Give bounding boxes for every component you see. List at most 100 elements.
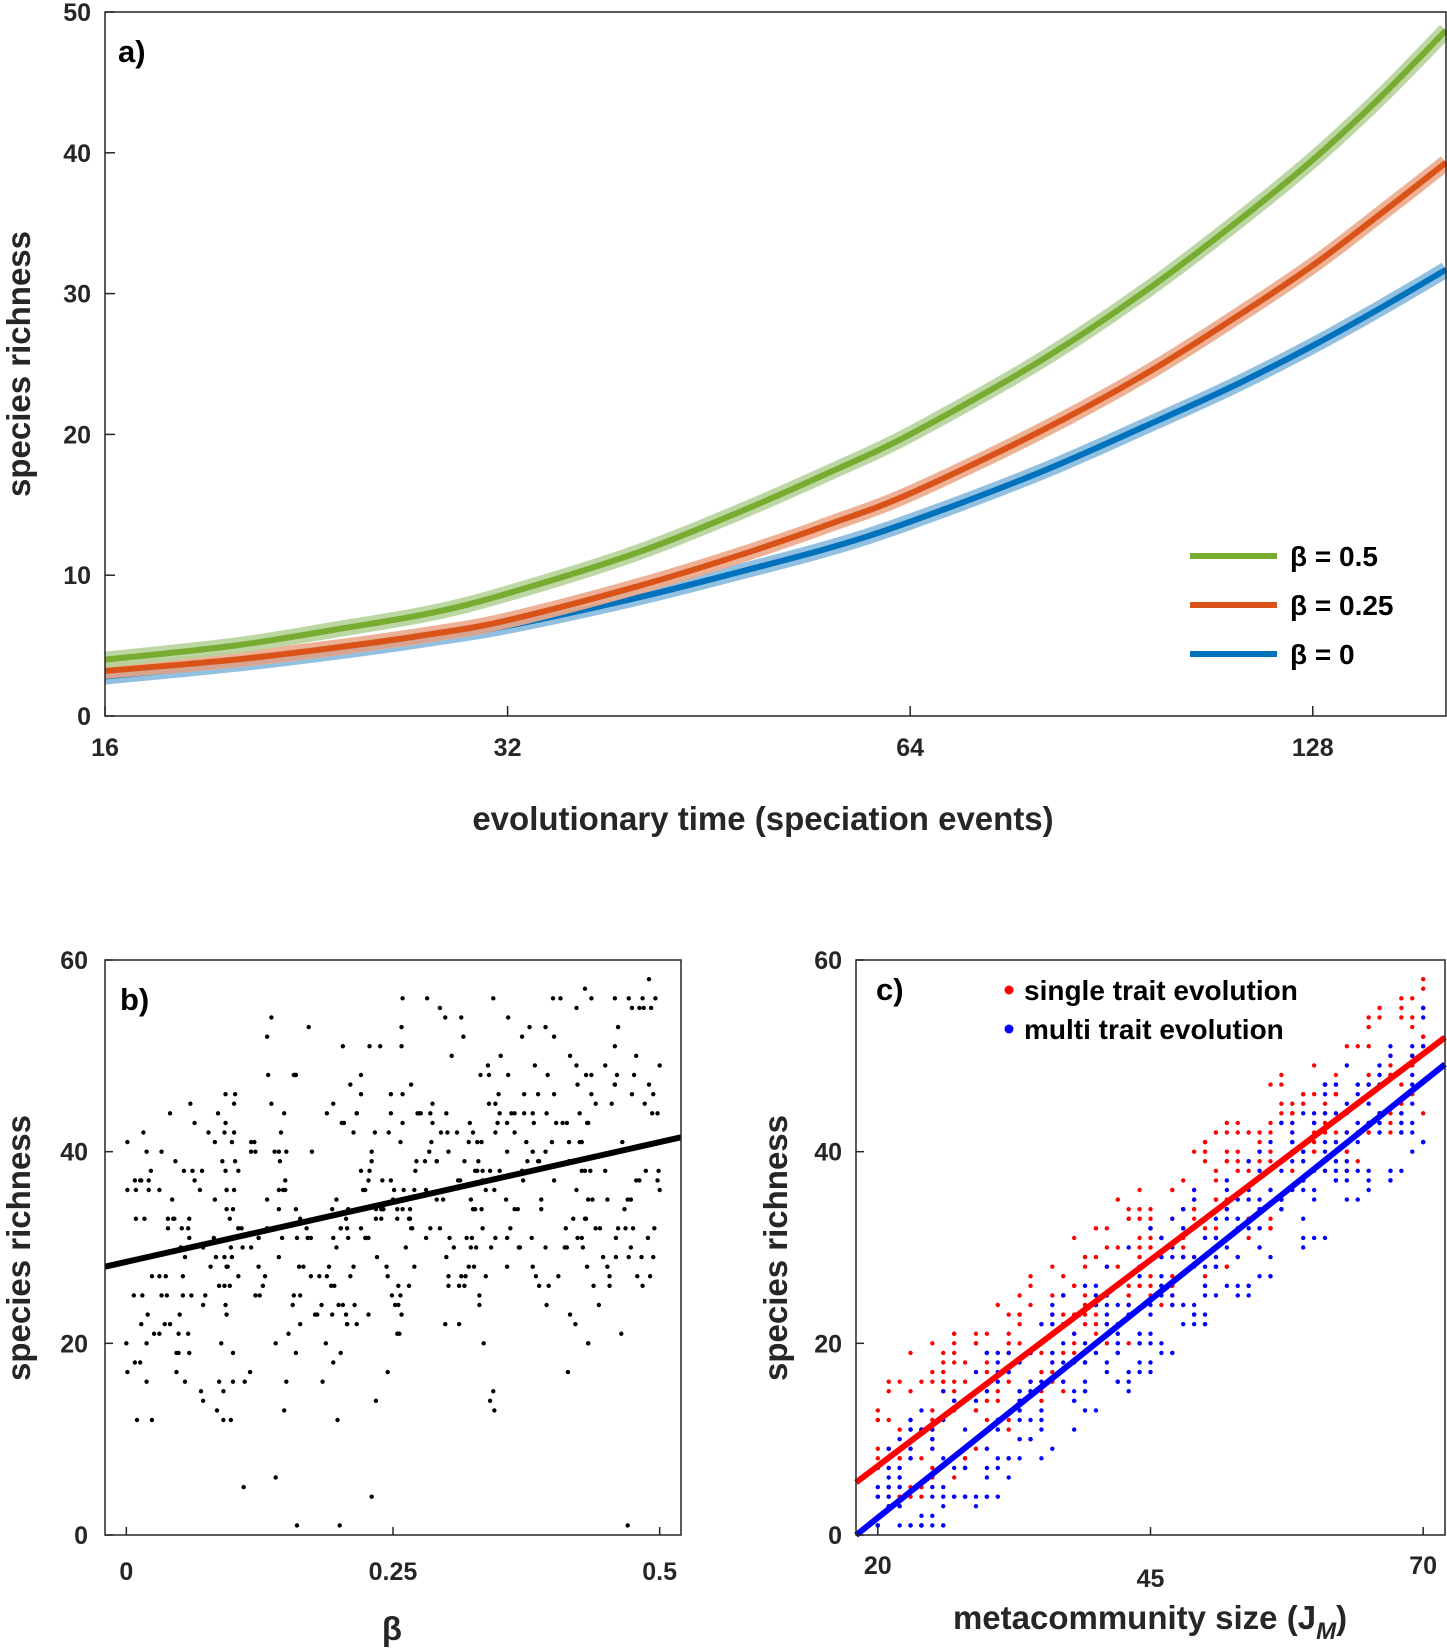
panel-c-single-trait-point bbox=[1191, 1149, 1197, 1154]
panel-c-multi-trait-point bbox=[919, 1408, 924, 1413]
panel-c-multi-trait-point bbox=[1420, 1044, 1426, 1049]
panel-b-data-point bbox=[543, 1024, 548, 1030]
panel-b-data-point bbox=[174, 1369, 179, 1375]
panel-c-multi-trait-point bbox=[1322, 1139, 1328, 1145]
panel-b-data-point bbox=[228, 1417, 234, 1423]
panel-b-data-point bbox=[330, 1206, 335, 1212]
panel-c-multi-trait-point bbox=[908, 1523, 913, 1528]
panel-b-data-point bbox=[366, 1312, 371, 1317]
panel-c-multi-trait-point bbox=[1366, 1178, 1371, 1183]
panel-c-single-trait-point bbox=[995, 1302, 1000, 1308]
panel-b-data-point bbox=[543, 1245, 548, 1250]
panel-c-multi-trait-point bbox=[1279, 1206, 1284, 1212]
panel-c-multi-trait-point bbox=[1311, 1120, 1317, 1126]
panel-b-data-point bbox=[197, 1187, 203, 1193]
panel-b-data-point bbox=[296, 1264, 302, 1269]
panel-c-multi-trait-point bbox=[941, 1389, 946, 1394]
panel-b-data-point bbox=[232, 1091, 238, 1097]
panel-b-data-point bbox=[456, 1283, 462, 1289]
panel-b-data-point bbox=[241, 1484, 246, 1490]
panel-c-x-tick-label: 70 bbox=[1409, 1552, 1437, 1580]
panel-c-multi-trait-point bbox=[995, 1350, 1000, 1356]
panel-b-data-point bbox=[588, 1168, 593, 1174]
panel-c-multi-trait-point bbox=[1213, 1264, 1219, 1269]
panel-b-data-point bbox=[253, 1149, 258, 1154]
panel-b-data-point bbox=[180, 1274, 186, 1279]
panel-c-single-trait-point bbox=[973, 1341, 979, 1346]
panel-c-multi-trait-point bbox=[1050, 1446, 1055, 1451]
panel-b-data-point bbox=[634, 1178, 639, 1183]
panel-c-single-trait-point bbox=[1126, 1293, 1131, 1298]
panel-b-data-point bbox=[373, 1216, 379, 1221]
panel-b-data-point bbox=[284, 1149, 289, 1154]
panel-b-data-point bbox=[146, 1187, 151, 1193]
panel-c-single-trait-point bbox=[1159, 1302, 1164, 1308]
panel-b-y-tick-label: 0 bbox=[74, 1522, 88, 1550]
panel-b-fit-line bbox=[104, 1134, 682, 1270]
panel-c-multi-trait-point bbox=[995, 1465, 1000, 1471]
panel-c-single-trait-point bbox=[1311, 1139, 1317, 1145]
panel-c-single-trait-point bbox=[930, 1369, 935, 1375]
panel-c-single-trait-point bbox=[908, 1389, 913, 1394]
panel-c-multi-trait-point bbox=[875, 1494, 881, 1499]
panel-c-single-trait-point bbox=[875, 1456, 881, 1461]
panel-c-multi-trait-point bbox=[886, 1494, 891, 1499]
panel-b-data-point bbox=[216, 1379, 222, 1384]
panel-b-data-point bbox=[269, 1015, 274, 1020]
panel-c-multi-trait-point bbox=[930, 1494, 935, 1499]
panel-b-data-point bbox=[279, 1235, 285, 1241]
panel-b-data-point bbox=[187, 1216, 192, 1221]
panel-c-single-trait-point bbox=[930, 1465, 935, 1471]
panel-b-data-point bbox=[629, 1091, 635, 1097]
panel-b-data-point bbox=[151, 1331, 157, 1336]
panel-c-single-trait-point bbox=[1322, 1101, 1328, 1106]
panel-b-data-point bbox=[563, 1226, 568, 1231]
panel-c-multi-trait-point bbox=[1050, 1350, 1055, 1356]
panel-c-multi-trait-point bbox=[1224, 1178, 1230, 1183]
panel-b-data-point bbox=[239, 1226, 244, 1231]
panel-c-single-trait-point bbox=[1235, 1159, 1240, 1164]
panel-b-data-point bbox=[532, 1063, 538, 1068]
panel-c-x-axis-label-close: ) bbox=[1336, 1599, 1347, 1636]
panel-b-data-point bbox=[146, 1178, 151, 1183]
panel-b-data-point bbox=[227, 1216, 232, 1221]
panel-b-data-point bbox=[256, 1264, 261, 1269]
panel-b-data-point bbox=[504, 1120, 510, 1126]
panel-c-multi-trait-point bbox=[1301, 1187, 1306, 1193]
panel-c-single-trait-point bbox=[1202, 1226, 1208, 1231]
panel-b-data-point bbox=[369, 1494, 374, 1499]
panel-c-multi-trait-point bbox=[973, 1504, 979, 1509]
panel-b-data-point bbox=[481, 1341, 486, 1346]
panel-c-single-trait-point bbox=[919, 1494, 924, 1499]
panel-c-single-trait-point bbox=[1181, 1245, 1186, 1250]
panel-c-single-trait-point bbox=[1093, 1226, 1099, 1231]
panel-c-multi-trait-point bbox=[1104, 1312, 1110, 1317]
panel-c-single-trait-point bbox=[1366, 1044, 1371, 1049]
panel-c-multi-trait-point bbox=[897, 1504, 902, 1509]
panel-b-data-point bbox=[232, 1159, 238, 1164]
panel-a-series-line bbox=[104, 160, 1447, 674]
panel-b-data-point bbox=[395, 1216, 400, 1221]
panel-c-single-trait-point bbox=[1039, 1398, 1044, 1404]
panel-b-data-point bbox=[346, 1235, 351, 1241]
panel-c-single-trait-point bbox=[1137, 1235, 1142, 1241]
panel-c-single-trait-point bbox=[1279, 1072, 1284, 1078]
panel-b-y-axis-label: species richness bbox=[0, 1115, 37, 1381]
panel-b-data-point bbox=[406, 1283, 412, 1289]
panel-b-data-point bbox=[497, 1111, 502, 1116]
panel-b-data-point bbox=[276, 1149, 282, 1154]
panel-c-single-trait-point bbox=[1050, 1293, 1055, 1298]
panel-b-data-point bbox=[607, 1283, 612, 1289]
panel-b-data-point bbox=[276, 1206, 282, 1212]
panel-b-data-point bbox=[315, 1312, 320, 1317]
panel-c-single-trait-point bbox=[962, 1379, 968, 1384]
panel-c-multi-trait-point bbox=[1148, 1331, 1153, 1336]
panel-b-data-point bbox=[469, 1235, 475, 1241]
panel-b-data-point bbox=[212, 1197, 218, 1202]
panel-c-single-trait-point bbox=[1344, 1149, 1350, 1154]
panel-c-multi-trait-point bbox=[1039, 1408, 1044, 1413]
panel-b-data-point bbox=[613, 1254, 619, 1260]
panel-c-multi-trait-point bbox=[1181, 1226, 1186, 1231]
panel-b-data-point bbox=[451, 1245, 456, 1250]
panel-b-data-point bbox=[539, 1197, 544, 1202]
